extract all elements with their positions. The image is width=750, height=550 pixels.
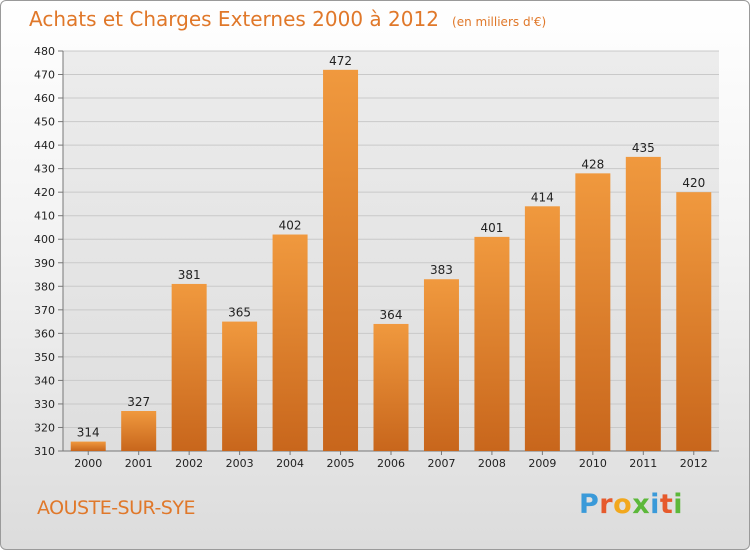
y-tick-label: 340	[34, 374, 55, 387]
bar	[423, 279, 459, 451]
bar-value-label: 314	[77, 426, 100, 440]
logo-letter: i	[673, 489, 684, 520]
bar	[323, 69, 359, 451]
logo-letter: t	[659, 489, 674, 520]
bar	[272, 234, 308, 451]
y-tick-label: 380	[34, 280, 55, 293]
x-tick-label: 2000	[74, 457, 102, 470]
x-tick-label: 2009	[528, 457, 556, 470]
bar-value-label: 435	[632, 141, 655, 155]
logo-letter: i	[650, 489, 660, 520]
bar-value-label: 472	[329, 54, 352, 68]
x-tick-label: 2010	[579, 457, 607, 470]
bar-value-label: 327	[127, 395, 150, 409]
bar	[373, 323, 409, 451]
bar-value-label: 414	[531, 190, 554, 204]
x-tick-label: 2011	[629, 457, 657, 470]
logo-letter: r	[599, 489, 614, 520]
proxiti-logo: Proxiti	[579, 489, 683, 520]
bar	[171, 283, 207, 451]
y-tick-label: 440	[34, 139, 55, 152]
y-tick-label: 480	[34, 45, 55, 58]
y-tick-label: 430	[34, 163, 55, 176]
y-tick-label: 370	[34, 304, 55, 317]
y-tick-label: 310	[34, 445, 55, 458]
x-tick-label: 2002	[175, 457, 203, 470]
bar	[121, 411, 157, 451]
logo-letter: x	[632, 489, 651, 520]
chart-title-text: Achats et Charges Externes 2000 à 2012	[29, 7, 439, 31]
bar-value-label: 420	[682, 176, 705, 190]
chart-unit-label: (en milliers d'€)	[452, 15, 547, 29]
y-tick-label: 360	[34, 327, 55, 340]
x-tick-label: 2007	[427, 457, 455, 470]
y-tick-label: 400	[34, 233, 55, 246]
bar	[625, 156, 661, 451]
bar	[474, 236, 510, 451]
x-tick-label: 2003	[226, 457, 254, 470]
bar	[222, 321, 258, 451]
y-tick-label: 460	[34, 92, 55, 105]
bar-value-label: 381	[178, 268, 201, 282]
bars: 314 327 381 365 402 472 364 383 401 414 428 435 420	[70, 54, 712, 452]
bar-value-label: 402	[279, 219, 302, 233]
logo-letter: o	[613, 489, 633, 520]
y-tick-label: 390	[34, 257, 55, 270]
bar	[524, 206, 560, 451]
bar	[575, 173, 611, 451]
location-name: AOUSTE-SUR-SYE	[37, 497, 195, 519]
x-tick-label: 2012	[680, 457, 708, 470]
x-tick-label: 2008	[478, 457, 506, 470]
bar-value-label: 364	[380, 308, 403, 322]
y-tick-label: 350	[34, 351, 55, 364]
chart-title: Achats et Charges Externes 2000 à 2012 (…	[29, 7, 546, 31]
y-tick-label: 320	[34, 421, 55, 434]
y-tick-label: 470	[34, 69, 55, 82]
y-tick-label: 420	[34, 186, 55, 199]
bar-value-label: 401	[480, 221, 503, 235]
logo-letter: P	[579, 489, 600, 520]
bar-value-label: 365	[228, 306, 251, 320]
x-tick-label: 2006	[377, 457, 405, 470]
bar-value-label: 428	[581, 157, 604, 171]
bar	[70, 441, 106, 451]
y-tick-label: 450	[34, 116, 55, 129]
bar	[676, 192, 712, 452]
x-tick-label: 2001	[125, 457, 153, 470]
y-axis-ticks: 310 320 330 340 350 360 370 380 390 400 410 420 430 4…	[34, 45, 719, 458]
y-tick-label: 410	[34, 210, 55, 223]
x-tick-label: 2005	[327, 457, 355, 470]
y-tick-label: 330	[34, 398, 55, 411]
bar-value-label: 383	[430, 263, 453, 277]
x-axis-ticks: 2000 2001 2002 2003 2004 2005 2006 2007 2008 2009…	[74, 451, 708, 470]
x-tick-label: 2004	[276, 457, 304, 470]
